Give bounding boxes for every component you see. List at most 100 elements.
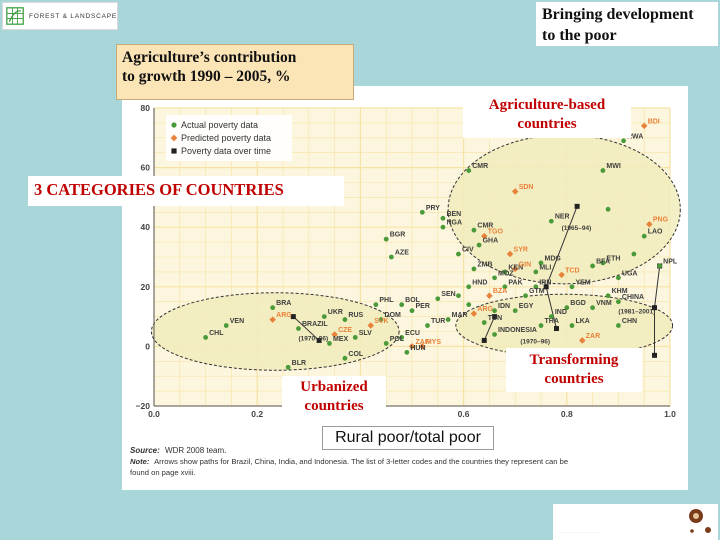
predicted-point: [511, 265, 519, 273]
legend-marker-over-time: [171, 148, 177, 154]
actual-point: [502, 269, 508, 275]
point-label: GHA: [483, 238, 499, 245]
actual-point: [502, 284, 508, 290]
actual-point: [492, 275, 497, 281]
point-label: CHINA: [622, 294, 644, 301]
agri-based-line-1: Agriculture-based: [488, 97, 606, 113]
y-tick-label: 0: [145, 341, 150, 351]
point-label: HUN: [410, 345, 425, 352]
emblem-icon: [689, 509, 711, 533]
point-label: IND: [555, 309, 567, 316]
point-label: BFA: [596, 258, 610, 265]
urbanized-line-2: countries: [304, 398, 364, 414]
actual-point: [616, 323, 621, 328]
actual-point: [342, 355, 348, 361]
point-label: LKA: [575, 318, 589, 325]
actual-point: [373, 302, 379, 308]
y-tick-label: −20: [136, 401, 151, 411]
actual-point: [399, 302, 405, 308]
transforming-line-2: countries: [544, 371, 604, 387]
actual-point: [440, 215, 446, 221]
actual-point: [569, 284, 575, 290]
source-note: Source: WDR 2008 team. Note: Arrows show…: [130, 446, 568, 477]
actual-point: [223, 323, 229, 328]
categories-callout: 3 CATEGORIES OF COUNTRIES: [28, 176, 344, 206]
actual-point: [440, 224, 446, 230]
country-group-ellipses: [150, 134, 681, 371]
trend-path: [483, 316, 496, 341]
legend-marker-actual: [171, 122, 177, 128]
point-label: INDONESIA: [498, 327, 537, 334]
actual-point: [621, 138, 626, 144]
actual-point: [590, 305, 595, 311]
time-point-marker: [290, 314, 296, 320]
point-label: PRY: [426, 205, 440, 212]
point-label: SVK: [374, 318, 388, 325]
actual-point: [512, 308, 518, 314]
actual-point: [404, 349, 410, 355]
point-label: PAK: [508, 279, 522, 286]
actual-point: [203, 335, 208, 340]
actual-point: [383, 236, 389, 242]
point-label: LAO: [648, 229, 663, 236]
y-tick-label: 60: [141, 163, 151, 173]
actual-point: [352, 335, 358, 340]
point-label: MWI: [606, 163, 620, 170]
svg-text:Source: WDR 2008 team.: Source: WDR 2008 team.: [130, 446, 226, 455]
point-label: YEM: [575, 279, 590, 286]
slide-title-line-2: to the poor: [542, 27, 617, 44]
actual-point: [471, 266, 477, 272]
y-tick-label: 80: [141, 103, 151, 113]
time-point-marker: [652, 305, 658, 311]
actual-point: [327, 341, 332, 346]
point-label: POL: [390, 336, 405, 343]
point-label: PER: [416, 303, 430, 310]
x-tick-label: 0.0: [148, 409, 160, 419]
source-text: WDR 2008 team.: [165, 446, 226, 455]
point-label: BGR: [390, 232, 406, 239]
trend-paths: [290, 203, 663, 358]
legend-label: Actual poverty data: [181, 120, 258, 130]
x-tick-label: 0.2: [251, 409, 263, 419]
point-label: ZAF: [416, 339, 430, 346]
point-label: IDN: [498, 303, 510, 310]
x-tick-label: 0.8: [561, 409, 573, 419]
actual-point: [605, 206, 611, 212]
point-label: VNM: [596, 300, 612, 307]
point-label: CIV: [462, 247, 474, 254]
group-ellipse: [455, 293, 674, 358]
path-annotation: (1965–94): [562, 225, 592, 232]
point-label: VEN: [230, 318, 244, 325]
legend-background: [166, 115, 292, 161]
point-label: COL: [348, 351, 364, 358]
point-label: BRA: [276, 300, 291, 307]
logo-text: FOREST & LANDSCAPE: [29, 12, 117, 20]
actual-point: [399, 335, 405, 340]
point-label: NGA: [446, 220, 462, 227]
point-label: MOZ: [498, 270, 514, 277]
point-label: BDI: [648, 118, 660, 125]
actual-point: [492, 308, 497, 314]
slide-title-line-1: Bringing development: [542, 6, 694, 23]
point-label: BEN: [446, 211, 461, 218]
actual-point: [419, 209, 425, 215]
x-axis-title: Rural poor/total poor: [322, 426, 494, 450]
point-label: UGA: [622, 270, 638, 277]
time-point-marker: [574, 203, 580, 209]
actual-point: [605, 293, 611, 299]
point-label: RUS: [348, 312, 363, 319]
point-label: GTM: [529, 288, 545, 295]
predicted-point: [331, 331, 338, 338]
actual-point: [548, 314, 554, 319]
actual-point: [641, 233, 647, 239]
point-label: GIN: [519, 261, 531, 268]
predicted-point: [419, 343, 426, 350]
point-label: ECU: [405, 330, 420, 337]
actual-point: [538, 323, 544, 328]
x-tick-label: 0.6: [458, 409, 470, 419]
agri-callout-line-2: to growth 1990 – 2005, %: [122, 68, 291, 85]
actual-point: [321, 314, 327, 319]
point-label: ETH: [606, 255, 620, 262]
point-label: PNG: [653, 217, 669, 224]
